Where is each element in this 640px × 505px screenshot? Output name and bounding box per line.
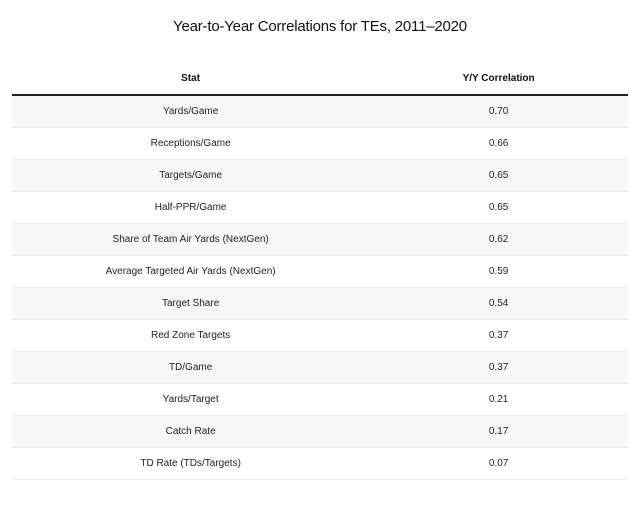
table-row: Yards/Game0.70: [12, 95, 628, 128]
cell-stat: Target Share: [12, 288, 369, 320]
cell-stat: Half-PPR/Game: [12, 192, 369, 224]
table-row: TD/Game0.37: [12, 352, 628, 384]
cell-corr: 0.59: [369, 256, 628, 288]
cell-corr: 0.21: [369, 384, 628, 416]
cell-stat: TD/Game: [12, 352, 369, 384]
table-row: Targets/Game0.65: [12, 160, 628, 192]
table-body: Yards/Game0.70Receptions/Game0.66Targets…: [12, 95, 628, 480]
cell-corr: 0.17: [369, 416, 628, 448]
table-row: Target Share0.54: [12, 288, 628, 320]
cell-stat: Yards/Game: [12, 95, 369, 128]
correlation-table: Stat Y/Y Correlation Yards/Game0.70Recep…: [12, 63, 628, 480]
cell-stat: TD Rate (TDs/Targets): [12, 448, 369, 480]
cell-corr: 0.62: [369, 224, 628, 256]
cell-stat: Yards/Target: [12, 384, 369, 416]
cell-corr: 0.37: [369, 320, 628, 352]
cell-corr: 0.65: [369, 192, 628, 224]
cell-corr: 0.54: [369, 288, 628, 320]
table-row: Receptions/Game0.66: [12, 128, 628, 160]
table-row: Red Zone Targets0.37: [12, 320, 628, 352]
cell-stat: Receptions/Game: [12, 128, 369, 160]
table-row: Average Targeted Air Yards (NextGen)0.59: [12, 256, 628, 288]
cell-stat: Targets/Game: [12, 160, 369, 192]
col-header-stat: Stat: [12, 63, 369, 95]
cell-corr: 0.66: [369, 128, 628, 160]
cell-stat: Red Zone Targets: [12, 320, 369, 352]
cell-stat: Average Targeted Air Yards (NextGen): [12, 256, 369, 288]
cell-corr: 0.37: [369, 352, 628, 384]
table-row: TD Rate (TDs/Targets)0.07: [12, 448, 628, 480]
table-row: Share of Team Air Yards (NextGen)0.62: [12, 224, 628, 256]
cell-stat: Share of Team Air Yards (NextGen): [12, 224, 369, 256]
cell-corr: 0.70: [369, 95, 628, 128]
table-header-row: Stat Y/Y Correlation: [12, 63, 628, 95]
table-row: Yards/Target0.21: [12, 384, 628, 416]
cell-corr: 0.65: [369, 160, 628, 192]
cell-corr: 0.07: [369, 448, 628, 480]
cell-stat: Catch Rate: [12, 416, 369, 448]
page-title: Year-to-Year Correlations for TEs, 2011–…: [12, 18, 628, 35]
table-row: Catch Rate0.17: [12, 416, 628, 448]
col-header-corr: Y/Y Correlation: [369, 63, 628, 95]
table-row: Half-PPR/Game0.65: [12, 192, 628, 224]
